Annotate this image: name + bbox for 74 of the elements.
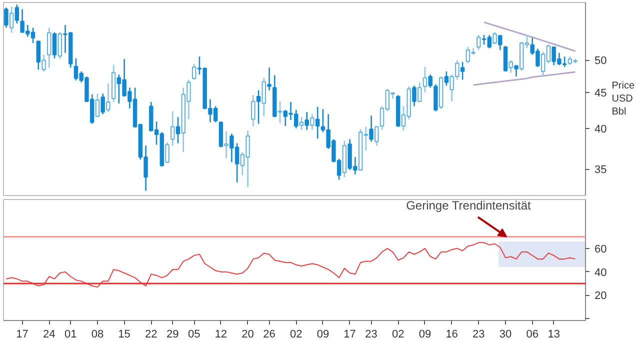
- y-tick-label: 40: [594, 123, 607, 136]
- candlestick: [52, 32, 57, 60]
- candlestick: [251, 94, 256, 127]
- candlestick: [514, 64, 518, 78]
- x-tick-label: 05: [188, 328, 200, 340]
- candlestick: [36, 40, 41, 70]
- candlestick: [42, 54, 46, 72]
- x-tick-label: 17: [344, 328, 356, 340]
- x-tick-label: 17: [16, 328, 28, 340]
- candlestick: [256, 90, 261, 124]
- candlestick: [267, 66, 272, 91]
- candlestick: [176, 116, 180, 144]
- x-tick-label: 30: [499, 328, 512, 340]
- x-tick-label: 09: [316, 328, 330, 340]
- x-tick-label: 29: [166, 328, 179, 340]
- y-tick-label: 35: [594, 164, 607, 176]
- candlestick: [460, 61, 465, 80]
- x-tick-label: 13: [548, 328, 560, 340]
- candlestick: [192, 63, 196, 80]
- annotation: Geringe Trendintensität: [406, 198, 532, 213]
- candlestick: [434, 84, 438, 112]
- x-tick-label: 23: [365, 328, 378, 340]
- x-tick-label: 12: [214, 328, 228, 340]
- candlestick: [165, 142, 170, 164]
- candlestick: [315, 106, 320, 140]
- x-tick-label: 23: [472, 328, 485, 340]
- y-axis-title: Price USD Bbl: [612, 80, 635, 118]
- x-tick-label: 26: [263, 328, 276, 340]
- candlestick: [412, 85, 416, 107]
- candlestick: [224, 130, 228, 159]
- x-tick-label: 02: [392, 328, 404, 340]
- candlestick: [262, 77, 266, 117]
- x-tick-label: 06: [526, 328, 538, 340]
- candlestick: [508, 60, 513, 74]
- x-tick-label: 20: [242, 328, 254, 340]
- candlestick: [428, 74, 432, 88]
- x-tick-label: 22: [145, 328, 158, 340]
- candlestick: [58, 32, 62, 60]
- candlestick: [9, 6, 14, 34]
- y-tick-label: 50: [594, 55, 607, 68]
- x-tick-label: 02: [290, 328, 302, 340]
- y-tick-label: 45: [594, 87, 607, 100]
- y-tick-label: 40: [594, 266, 607, 279]
- x-tick-label: 15: [118, 328, 130, 340]
- candlestick: [170, 110, 175, 146]
- candlestick: [47, 27, 52, 68]
- line-series: [6, 242, 576, 288]
- candlestick: [106, 83, 110, 113]
- candlestick: [310, 114, 314, 131]
- x-tick-label: 09: [418, 328, 432, 340]
- candlestick: [4, 6, 8, 28]
- candlestick: [417, 82, 422, 103]
- candlestick: [299, 116, 304, 131]
- candlestick: [498, 34, 502, 51]
- candlestick: [444, 70, 449, 86]
- candlestick: [476, 34, 481, 51]
- x-tick-label: 08: [91, 328, 104, 340]
- x-tick-label: 01: [64, 328, 77, 340]
- candlestick: [304, 111, 309, 131]
- y-tick-label: 60: [594, 243, 607, 256]
- candlestick: [422, 66, 428, 94]
- x-tick-label: 24: [43, 328, 56, 340]
- candlestick: [492, 32, 497, 45]
- candlestick: [14, 4, 20, 24]
- candlestick: [100, 93, 105, 115]
- candlestick: [503, 45, 508, 72]
- x-tick-label: 16: [446, 328, 458, 340]
- y-tick-label: 20: [594, 290, 607, 302]
- candlestick: [369, 114, 374, 142]
- line-series: [472, 71, 576, 86]
- candlestick: [278, 100, 282, 124]
- candlestick: [374, 125, 379, 146]
- candlestick: [95, 93, 100, 118]
- line-series: [483, 22, 576, 52]
